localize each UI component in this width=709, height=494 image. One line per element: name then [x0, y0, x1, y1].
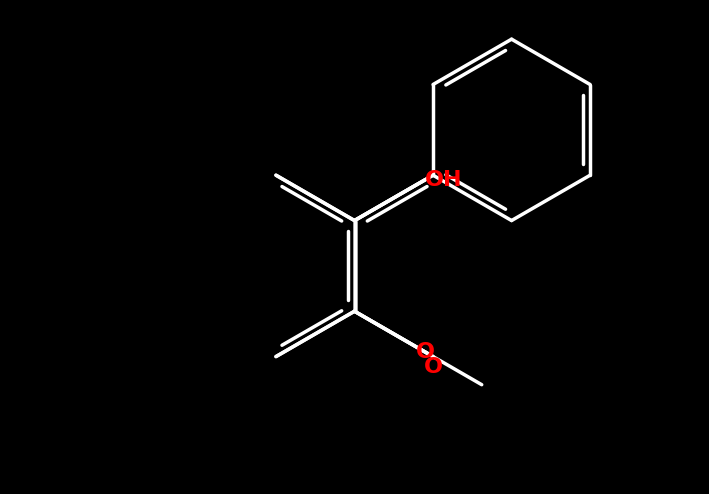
Text: O: O — [423, 357, 442, 376]
Text: O: O — [415, 342, 435, 362]
Text: OH: OH — [425, 170, 463, 190]
